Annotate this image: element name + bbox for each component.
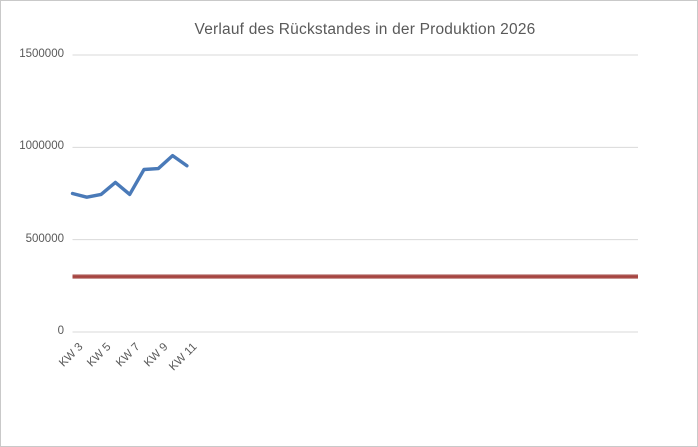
y-tick-label: 500000 [25, 232, 64, 245]
y-tick-label: 1500000 [19, 48, 64, 60]
y-tick-label: 1000000 [19, 140, 64, 153]
y-tick-label: 0 [57, 325, 64, 337]
blue-series-line [70, 153, 189, 199]
chart-title: Verlauf des Rückstandes in der Produktio… [194, 21, 536, 38]
